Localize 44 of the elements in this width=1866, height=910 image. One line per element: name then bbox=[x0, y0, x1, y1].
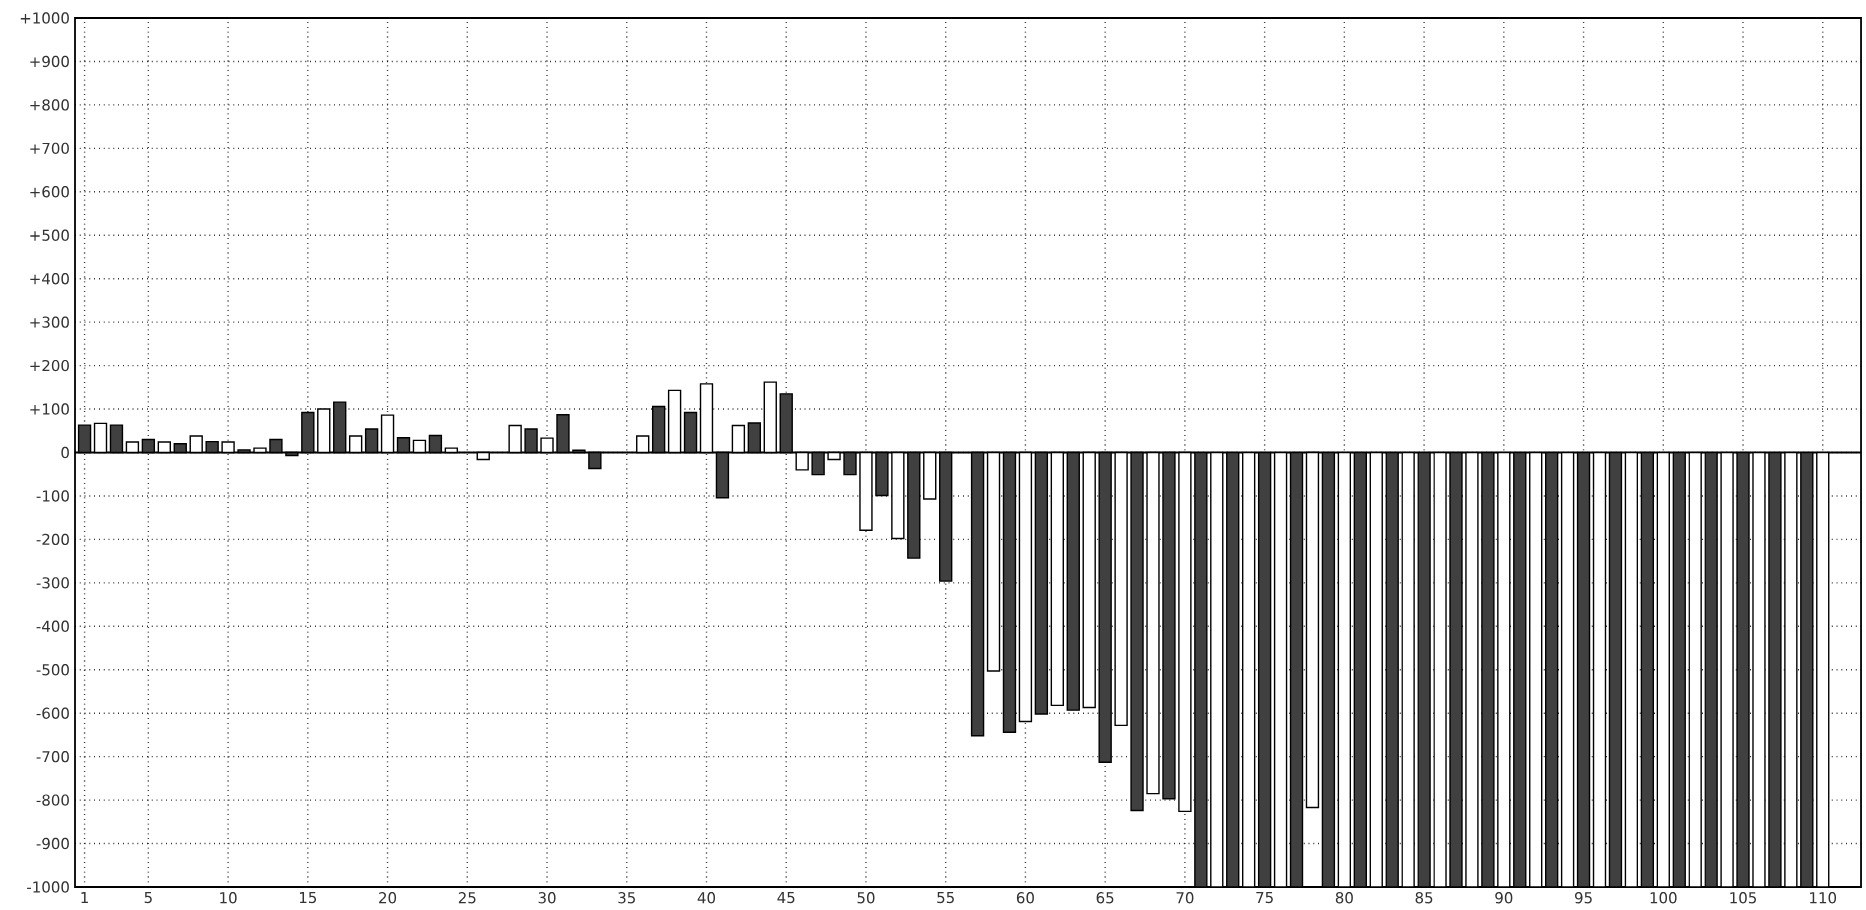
y-tick-label: -500 bbox=[36, 664, 69, 676]
x-tick-label: 75 bbox=[1256, 892, 1273, 904]
y-tick-label: +1000 bbox=[20, 12, 69, 24]
y-tick-label: -100 bbox=[36, 490, 69, 502]
y-tick-label: +100 bbox=[30, 403, 69, 415]
x-tick-label: 110 bbox=[1810, 892, 1837, 904]
x-tick-label: 35 bbox=[618, 892, 635, 904]
x-tick-label: 30 bbox=[538, 892, 556, 904]
x-tick-label: 80 bbox=[1335, 892, 1353, 904]
y-tick-label: -400 bbox=[36, 620, 69, 632]
x-tick-label: 20 bbox=[379, 892, 397, 904]
x-tick-label: 60 bbox=[1016, 892, 1034, 904]
y-tick-label: -700 bbox=[36, 750, 69, 763]
x-tick-label: 40 bbox=[697, 892, 716, 904]
y-tick-label: +400 bbox=[30, 273, 69, 285]
y-tick-label: +600 bbox=[30, 186, 69, 198]
x-tick-label: 1 bbox=[81, 892, 88, 903]
x-tick-label: 105 bbox=[1730, 892, 1757, 904]
y-tick-label: +300 bbox=[30, 316, 69, 328]
y-tick-label: +800 bbox=[30, 99, 69, 111]
x-tick-label: 15 bbox=[299, 892, 317, 904]
x-tick-label: 10 bbox=[220, 892, 237, 904]
y-tick-label: +700 bbox=[30, 142, 69, 155]
x-tick-label: 65 bbox=[1096, 892, 1114, 904]
x-tick-label: 5 bbox=[144, 892, 152, 904]
y-tick-label: -300 bbox=[36, 577, 69, 589]
y-tick-label: -1000 bbox=[27, 881, 69, 893]
x-tick-label: 100 bbox=[1650, 892, 1677, 904]
y-tick-label: -800 bbox=[36, 794, 69, 806]
x-tick-label: 70 bbox=[1176, 892, 1194, 904]
x-tick-label: 85 bbox=[1415, 892, 1433, 904]
x-tick-label: 95 bbox=[1574, 892, 1592, 904]
y-tick-label: +200 bbox=[30, 359, 69, 372]
y-tick-label: 0 bbox=[61, 446, 69, 459]
x-tick-label: 55 bbox=[937, 892, 954, 904]
x-tick-label: 25 bbox=[458, 892, 476, 904]
y-tick-label: -600 bbox=[36, 707, 69, 719]
y-tick-label: -200 bbox=[36, 533, 69, 546]
x-tick-label: 45 bbox=[777, 892, 795, 904]
x-tick-label: 90 bbox=[1495, 892, 1513, 904]
y-tick-label: -900 bbox=[36, 837, 69, 850]
x-tick-label: 50 bbox=[857, 892, 875, 904]
y-tick-label: +900 bbox=[30, 55, 69, 68]
y-tick-label: +500 bbox=[30, 229, 69, 241]
